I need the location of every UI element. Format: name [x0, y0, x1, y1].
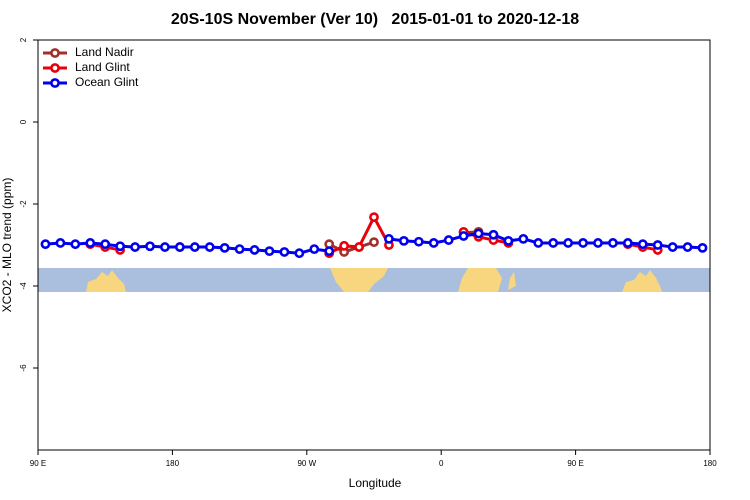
x-tick-label: 90 W	[297, 459, 316, 468]
data-point	[667, 242, 678, 252]
data-point	[652, 240, 663, 250]
data-point	[608, 238, 618, 248]
land-australia	[622, 270, 662, 292]
data-point	[637, 239, 648, 250]
x-tick-label: 180	[166, 459, 180, 468]
data-point	[85, 238, 96, 248]
map-strip	[38, 268, 710, 292]
data-point	[309, 244, 320, 254]
data-point	[354, 242, 364, 252]
data-point	[189, 242, 200, 252]
data-point	[100, 239, 111, 250]
land-africa	[458, 268, 502, 292]
y-tick-label: 2	[19, 37, 28, 42]
data-point	[563, 238, 574, 248]
data-point	[145, 241, 155, 252]
data-point	[324, 246, 335, 257]
data-point	[369, 237, 379, 248]
legend-label: Land Nadir	[75, 45, 134, 59]
plot-frame	[37, 39, 711, 451]
data-point	[488, 229, 499, 240]
data-point	[384, 233, 394, 244]
data-point	[398, 235, 409, 246]
data-point	[115, 241, 126, 252]
data-point	[160, 242, 170, 252]
land-madagascar	[508, 272, 516, 290]
y-tick-label: 0	[19, 119, 28, 124]
x-axis-label: Longitude	[349, 476, 402, 490]
data-point	[219, 242, 230, 253]
x-tick-label: 90 E	[567, 459, 583, 468]
data-point	[413, 236, 424, 247]
data-point	[682, 242, 693, 252]
x-tick-label: 180	[703, 459, 717, 468]
legend-label: Land Glint	[75, 60, 130, 74]
x-tick-label: 0	[439, 459, 444, 468]
land-australia	[86, 270, 126, 292]
y-tick-label: -6	[19, 364, 28, 372]
land-south-america	[330, 268, 388, 292]
data-point	[533, 238, 544, 248]
y-axis-label: XCO2 - MLO trend (ppm)	[0, 178, 14, 313]
data-point	[443, 235, 454, 245]
chart-title: 20S-10S November (Ver 10) 2015-01-01 to …	[171, 11, 579, 28]
legend-label: Ocean Glint	[75, 75, 139, 89]
data-point	[458, 231, 469, 241]
data-point	[294, 248, 305, 259]
data-point	[473, 228, 484, 239]
data-point	[174, 242, 185, 252]
x-tick-label: 90 E	[30, 459, 46, 468]
data-point	[234, 244, 245, 254]
data-point	[264, 246, 275, 257]
data-point	[518, 233, 529, 244]
legend-marker	[50, 78, 60, 88]
legend-marker	[50, 48, 60, 58]
data-point	[503, 235, 514, 246]
data-point	[130, 242, 140, 252]
data-point	[249, 245, 260, 255]
data-point	[593, 238, 603, 248]
data-point	[279, 247, 290, 257]
data-point	[339, 240, 350, 251]
y-tick-label: -4	[19, 282, 28, 290]
data-point	[55, 238, 66, 248]
legend-marker	[50, 63, 60, 73]
data-point	[697, 242, 708, 253]
data-point	[70, 239, 81, 250]
data-point	[622, 238, 633, 248]
data-point	[204, 242, 215, 252]
data-point	[428, 238, 439, 248]
y-tick-label: -2	[19, 200, 28, 208]
data-point	[578, 238, 588, 248]
data-point	[369, 212, 379, 223]
data-point	[40, 239, 51, 250]
data-point	[548, 238, 559, 248]
